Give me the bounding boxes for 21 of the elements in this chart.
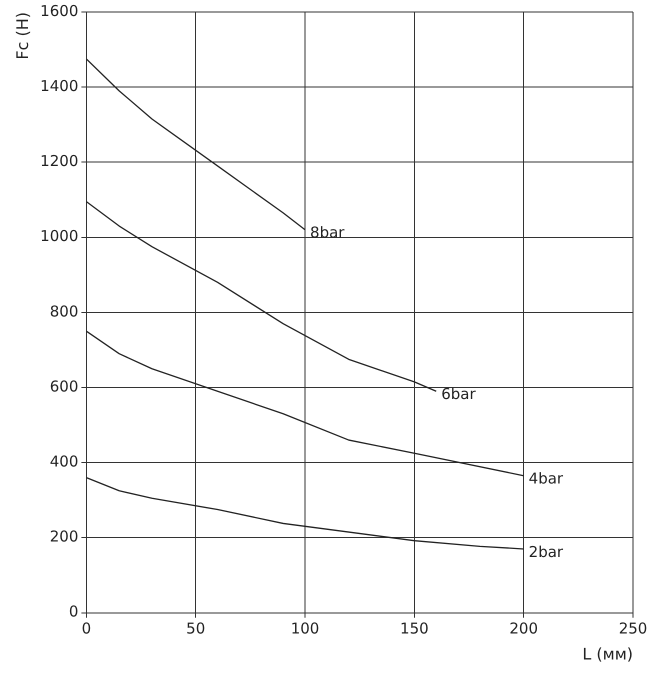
x-tick-label: 100 (290, 620, 320, 638)
y-tick-label: 1000 (40, 227, 78, 246)
x-axis-title: L (мм) (582, 644, 633, 664)
x-tick-label: 150 (400, 620, 429, 638)
series-label: 4bar (528, 470, 564, 488)
series-label: 8bar (310, 224, 346, 242)
y-tick-label: 400 (50, 452, 78, 470)
series-label: 6bar (441, 385, 476, 404)
x-tick-label: 250 (618, 620, 648, 638)
series-label: 2bar (528, 542, 564, 561)
y-axis-title: Fc (Н) (12, 12, 32, 60)
y-tick-label: 1200 (40, 152, 78, 170)
y-tick-label: 200 (50, 528, 78, 546)
x-tick-label: 0 (82, 620, 92, 638)
y-tick-label: 0 (68, 602, 78, 621)
y-tick-label: 1600 (40, 2, 78, 20)
x-tick-label: 50 (186, 620, 206, 638)
y-tick-label: 1400 (40, 76, 78, 95)
x-tick-label: 200 (509, 620, 538, 638)
y-tick-label: 600 (50, 377, 78, 396)
y-tick-label: 800 (50, 302, 78, 320)
